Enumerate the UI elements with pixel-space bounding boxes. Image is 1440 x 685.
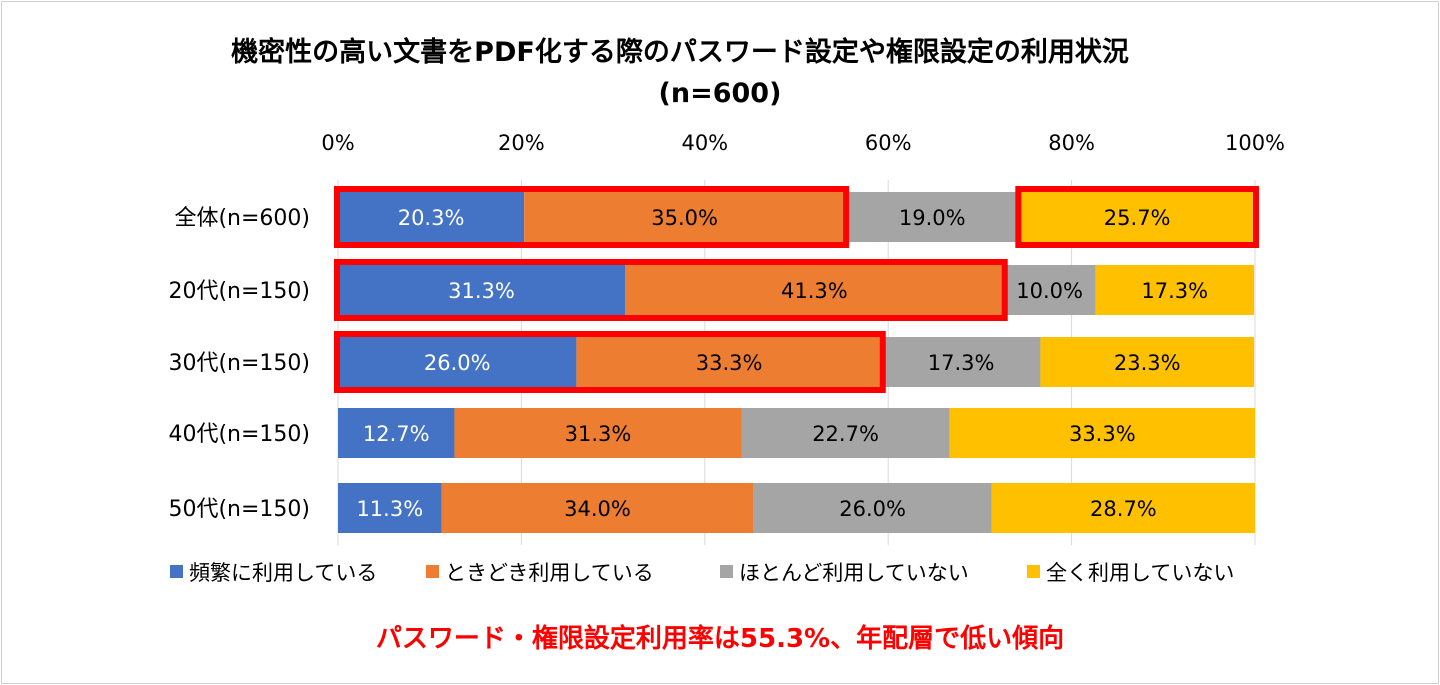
bar-segment [338, 483, 442, 533]
legend-label: ときどき利用している [445, 561, 654, 585]
x-tick-label: 20% [498, 131, 545, 155]
legend-swatch [720, 565, 733, 578]
data-label: 25.7% [1104, 206, 1171, 230]
data-label: 20.3% [398, 206, 465, 230]
data-label: 10.0% [1016, 279, 1083, 303]
chart-caption: パスワード・権限設定利用率は55.3%、年配層で低い傾向 [375, 624, 1065, 654]
data-label: 35.0% [651, 206, 718, 230]
bar-segment [441, 483, 754, 533]
x-tick-label: 40% [681, 131, 728, 155]
bar-segment [524, 192, 846, 242]
bar-segment [881, 337, 1041, 387]
legend-swatch [1027, 565, 1040, 578]
bar-segment [741, 408, 950, 458]
chart-subtitle: (n=600) [658, 78, 782, 109]
bar-segment [1003, 265, 1096, 315]
data-label: 31.3% [565, 422, 632, 446]
legend-label: 全く利用していない [1046, 561, 1234, 585]
data-label: 33.3% [1069, 422, 1136, 446]
bar-segment [991, 483, 1255, 533]
bar-segment [576, 337, 882, 387]
data-label: 23.3% [1114, 351, 1181, 375]
data-label: 41.3% [781, 279, 848, 303]
legend-label: 頻繁に利用している [189, 561, 377, 585]
bar-segment [454, 408, 742, 458]
bar-segment [845, 192, 1020, 242]
data-label: 31.3% [448, 279, 515, 303]
bar-segment [338, 192, 525, 242]
data-label: 19.0% [899, 206, 966, 230]
bar-segment [338, 337, 577, 387]
x-tick-label: 80% [1048, 131, 1095, 155]
category-label: 40代(n=150) [168, 422, 310, 447]
bar-segment [1095, 265, 1255, 315]
data-label: 17.3% [1141, 279, 1208, 303]
bar-segment [949, 408, 1255, 458]
highlight-box [334, 259, 1008, 321]
data-label: 33.3% [696, 351, 763, 375]
data-label: 12.7% [363, 422, 430, 446]
legend-label: ほとんど利用していない [739, 561, 969, 585]
data-label: 26.0% [839, 497, 906, 521]
category-label: 30代(n=150) [168, 351, 310, 376]
chart-title: 機密性の高い文書をPDF化する際のパスワード設定や権限設定の利用状況 [231, 37, 1129, 68]
x-tick-label: 0% [321, 131, 354, 155]
x-tick-label: 100% [1225, 131, 1285, 155]
category-label: 50代(n=150) [168, 497, 310, 522]
highlight-box [1015, 186, 1259, 248]
data-label: 28.7% [1090, 497, 1157, 521]
data-label: 26.0% [424, 351, 491, 375]
bar-segment [625, 265, 1004, 315]
bar-segment [753, 483, 992, 533]
legend-swatch [170, 565, 183, 578]
highlight-box [334, 331, 886, 393]
legend-swatch [426, 565, 439, 578]
data-label: 34.0% [564, 497, 631, 521]
bar-segment [338, 265, 626, 315]
bar-segment [338, 408, 455, 458]
data-label: 17.3% [928, 351, 995, 375]
data-label: 11.3% [356, 497, 423, 521]
bar-segment [1019, 192, 1255, 242]
x-tick-label: 60% [865, 131, 912, 155]
category-label: 全体(n=600) [174, 206, 310, 231]
category-label: 20代(n=150) [168, 279, 310, 304]
bar-segment [1040, 337, 1255, 387]
highlight-box [334, 186, 850, 248]
data-label: 22.7% [812, 422, 879, 446]
